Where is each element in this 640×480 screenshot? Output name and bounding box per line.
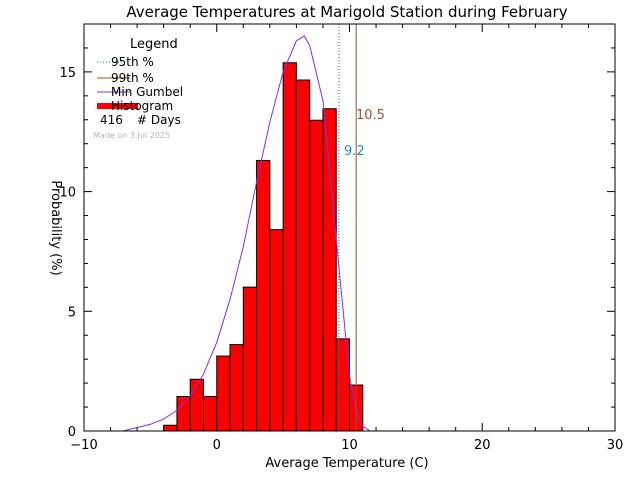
x-tick-label: 30: [607, 438, 624, 453]
x-axis-label: Average Temperature (C): [265, 456, 428, 471]
p99-value-label: 10.5: [356, 108, 385, 123]
x-tick-label: 0: [213, 438, 221, 453]
histogram-bar: [202, 396, 218, 432]
legend-p95-label: 95th %: [111, 55, 154, 69]
legend-p99-label: 99th %: [111, 71, 154, 85]
legend-days-count: 416: [100, 113, 123, 127]
histogram-bar: [242, 286, 258, 432]
y-tick-label: 15: [59, 66, 76, 81]
histogram-bar: [189, 378, 204, 432]
y-tick-label: 5: [68, 305, 76, 320]
plot-area: [123, 24, 370, 432]
chart-title: Average Temperatures at Marigold Station…: [126, 3, 567, 21]
histogram-bar: [322, 108, 337, 432]
y-tick-label: 0: [68, 425, 76, 440]
x-tick-label: 20: [474, 438, 491, 453]
p95-value-label: 9.2: [344, 144, 365, 159]
legend-gumbel-label: Min Gumbel: [111, 85, 183, 99]
x-tick-label: 10: [341, 438, 358, 453]
histogram-bar: [295, 79, 311, 432]
histogram-bar: [256, 159, 271, 432]
legend-histogram-label: Histogram: [111, 99, 173, 113]
gumbel-curve: [123, 35, 370, 432]
histogram-bar: [269, 229, 284, 432]
made-on-note: Made on 3 Jul 2025: [93, 131, 170, 140]
histogram-bar: [309, 119, 324, 432]
histogram-bar: [176, 396, 191, 432]
histogram-bar: [282, 62, 297, 432]
histogram-bar: [216, 355, 231, 432]
histogram-bar: [163, 424, 178, 432]
x-tick-label: −10: [70, 438, 97, 453]
y-tick-label: 10: [59, 186, 76, 201]
legend: Legend 95th % 99th % Min Gumbel Histogra…: [93, 37, 183, 140]
y-axis-label: Probability (%): [48, 180, 63, 275]
histogram-bar: [229, 344, 244, 432]
legend-days-label: # Days: [137, 113, 181, 127]
legend-title: Legend: [130, 37, 178, 52]
